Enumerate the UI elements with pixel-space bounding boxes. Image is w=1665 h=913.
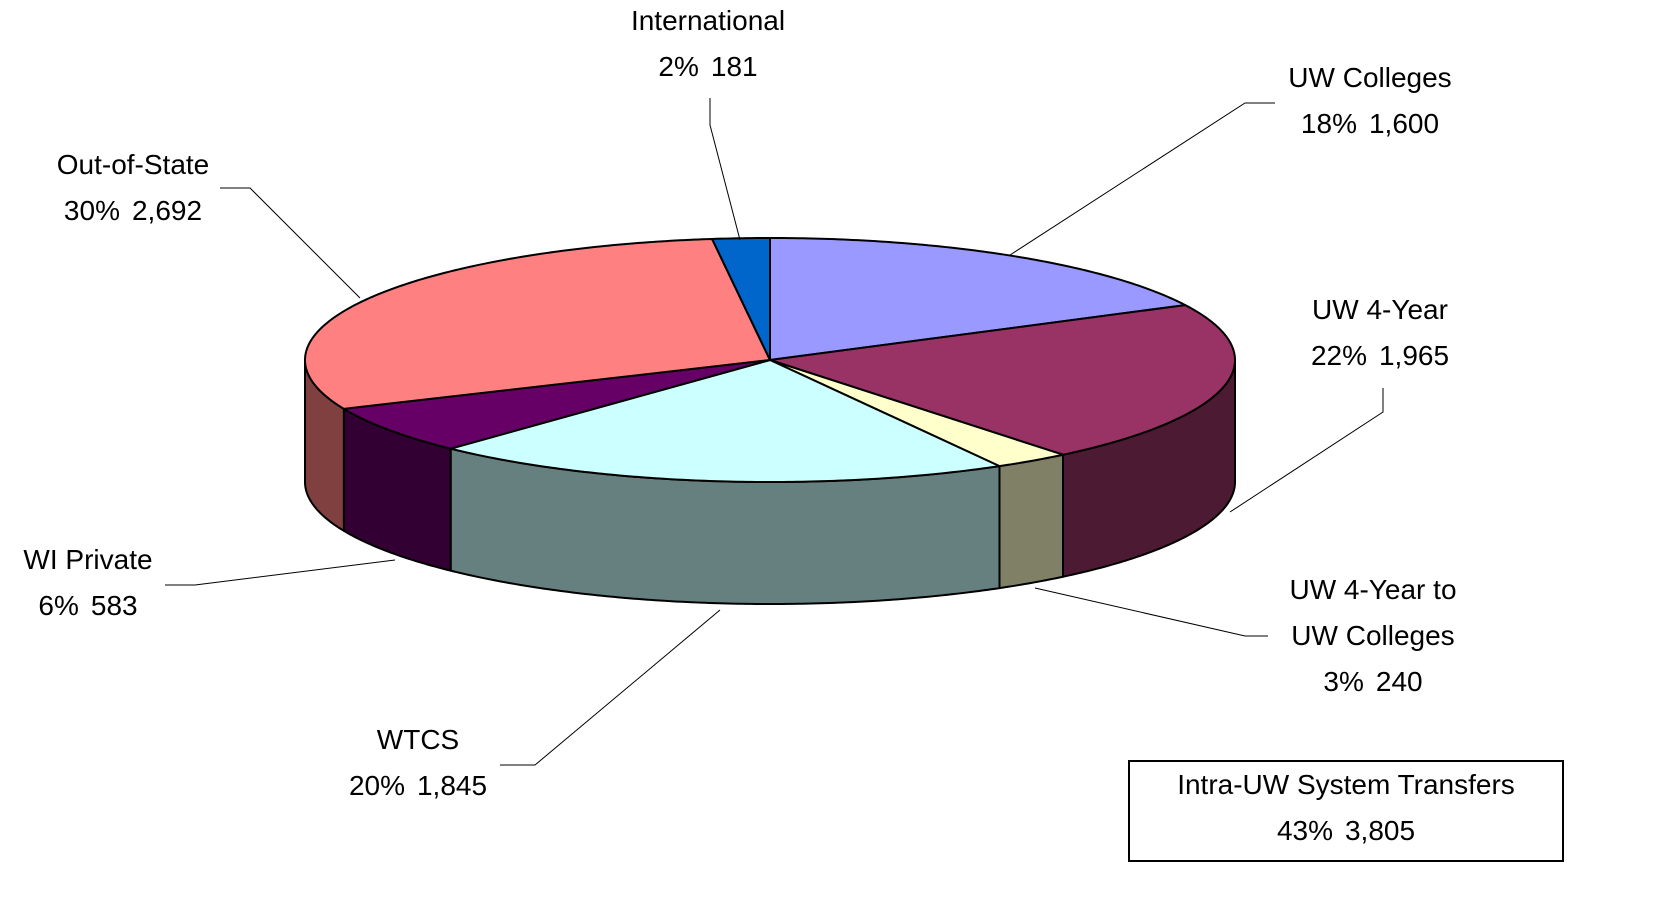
- percent-label: 18%: [1300, 108, 1357, 139]
- slice: [342, 359, 771, 450]
- value-row: 30% 2,692: [57, 188, 210, 234]
- value-row: 3% 240: [1289, 659, 1456, 705]
- leader-line: [1229, 388, 1384, 513]
- percent-label: 2%: [658, 51, 699, 82]
- category-label: UW 4-Year: [1312, 294, 1448, 325]
- slice-side: [998, 453, 1065, 590]
- percent-label: 20%: [348, 770, 405, 801]
- slice: [769, 359, 1065, 468]
- value-row: 22% 1,965: [1311, 333, 1449, 379]
- percent-label: 3%: [1323, 666, 1364, 697]
- category-label: International: [630, 5, 786, 36]
- leader-line: [220, 187, 361, 299]
- value-label: 240: [1375, 666, 1423, 697]
- value-label: 1,845: [416, 770, 488, 801]
- value-row: 2% 181: [631, 44, 785, 90]
- slice: [449, 359, 1001, 483]
- annotation-box: Intra-UW System Transfers 43% 3,805: [1128, 760, 1564, 862]
- leader-line: [709, 98, 741, 241]
- percent-label: 22%: [1310, 340, 1367, 371]
- leader-line: [1034, 587, 1268, 637]
- category-label: WI Private: [23, 544, 153, 575]
- slice-label: International 2% 181: [631, 0, 785, 90]
- annotation-value: 3,805: [1344, 815, 1416, 846]
- slice-label: WI Private 6% 583: [23, 537, 152, 629]
- value-label: 1,965: [1378, 340, 1450, 371]
- leader-line: [500, 609, 721, 766]
- slice-label: WTCS 20% 1,845: [349, 717, 487, 809]
- annotation-percent: 43%: [1276, 815, 1333, 846]
- value-row: 20% 1,845: [349, 763, 487, 809]
- annotation-text: Intra-UW System Transfers: [1177, 769, 1515, 800]
- value-label: 181: [710, 51, 758, 82]
- slice: [711, 237, 771, 361]
- slice-label: UW 4-Year to UW Colleges 3% 240: [1289, 567, 1456, 705]
- annotation-values: 43% 3,805: [1130, 808, 1562, 854]
- slice-label: UW Colleges 18% 1,600: [1288, 55, 1451, 147]
- value-row: 6% 583: [23, 583, 152, 629]
- category-label: Out-of-State: [56, 149, 210, 180]
- percent-label: 6%: [38, 590, 79, 621]
- category-label: WTCS: [376, 724, 460, 755]
- percent-label: 30%: [63, 195, 120, 226]
- value-label: 2,692: [131, 195, 203, 226]
- slice-label: UW 4-Year 22% 1,965: [1311, 287, 1449, 379]
- slice: [769, 237, 1187, 361]
- leader-line: [1009, 102, 1275, 256]
- category-label: UW Colleges: [1288, 62, 1452, 93]
- slice: [304, 237, 771, 410]
- value-label: 1,600: [1368, 108, 1440, 139]
- value-row: 18% 1,600: [1288, 101, 1451, 147]
- value-label: 583: [90, 590, 138, 621]
- category-label: UW 4-Year to UW Colleges: [1289, 574, 1457, 651]
- slice-label: Out-of-State 30% 2,692: [57, 142, 210, 234]
- leader-line: [165, 559, 396, 586]
- slice: [769, 304, 1236, 456]
